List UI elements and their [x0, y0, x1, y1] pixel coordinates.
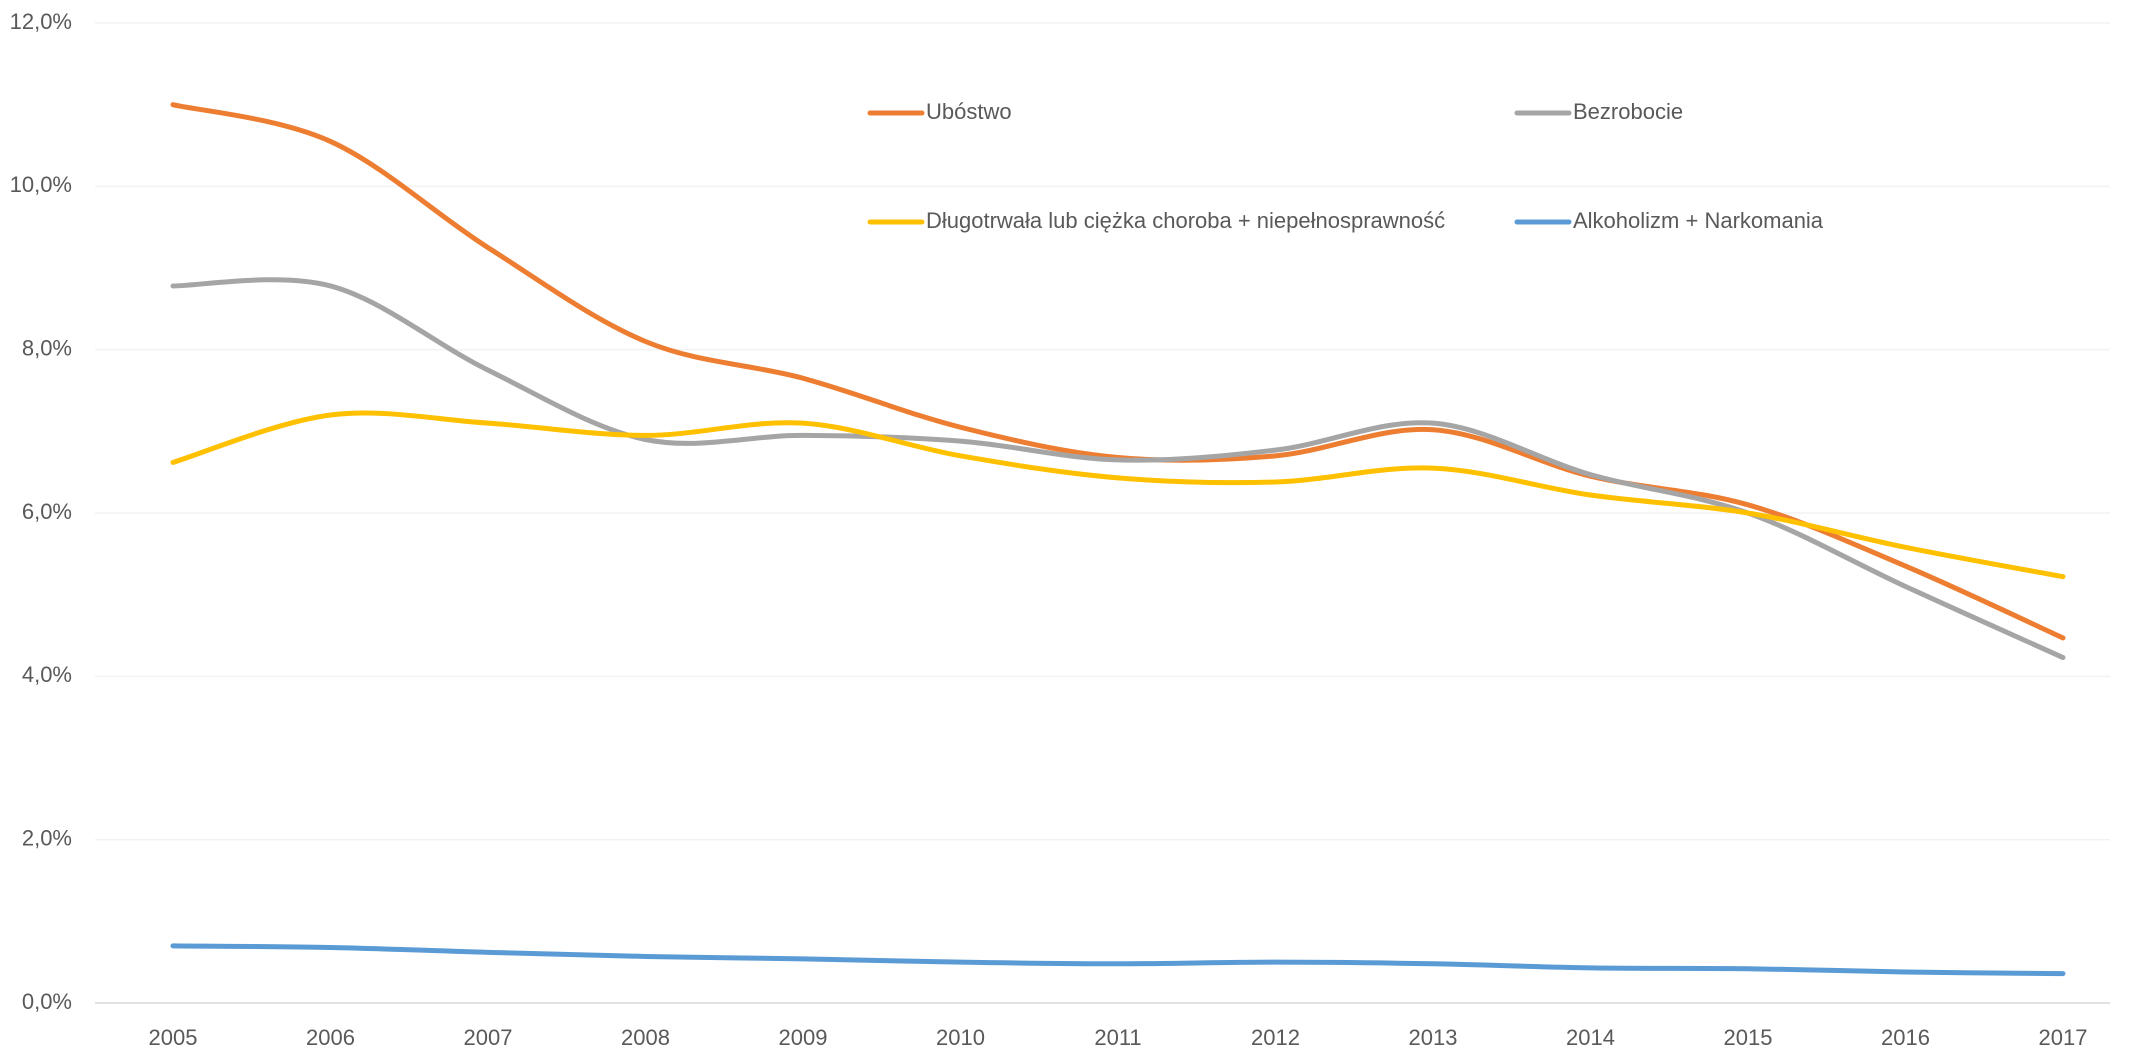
y-tick-label: 6,0% — [22, 499, 72, 524]
y-tick-label: 12,0% — [10, 9, 72, 34]
legend-label: Długotrwała lub ciężka choroba + niepełn… — [926, 208, 1445, 233]
x-tick-label: 2014 — [1566, 1025, 1615, 1050]
series-line — [170, 102, 2066, 641]
legend-label: Alkoholizm + Narkomania — [1573, 208, 1824, 233]
legend-label: Bezrobocie — [1573, 99, 1683, 124]
x-tick-label: 2007 — [464, 1025, 513, 1050]
x-tick-label: 2015 — [1724, 1025, 1773, 1050]
y-tick-label: 8,0% — [22, 335, 72, 360]
x-tick-label: 2011 — [1094, 1025, 1141, 1050]
series-line — [170, 277, 2066, 661]
x-tick-label: 2010 — [936, 1025, 985, 1050]
series-line — [170, 410, 2066, 580]
x-tick-label: 2008 — [621, 1025, 670, 1050]
y-tick-label: 10,0% — [10, 172, 72, 197]
x-tick-label: 2009 — [779, 1025, 828, 1050]
x-tick-label: 2006 — [306, 1025, 355, 1050]
y-tick-label: 0,0% — [22, 989, 72, 1014]
x-tick-label: 2012 — [1251, 1025, 1300, 1050]
y-tick-label: 2,0% — [22, 825, 72, 850]
series-line — [170, 943, 2066, 977]
x-tick-label: 2013 — [1409, 1025, 1458, 1050]
legend-label: Ubóstwo — [926, 99, 1012, 124]
x-tick-label: 2005 — [149, 1025, 198, 1050]
x-tick-label: 2016 — [1881, 1025, 1930, 1050]
x-tick-label: 2017 — [2039, 1025, 2088, 1050]
y-tick-label: 4,0% — [22, 662, 72, 687]
